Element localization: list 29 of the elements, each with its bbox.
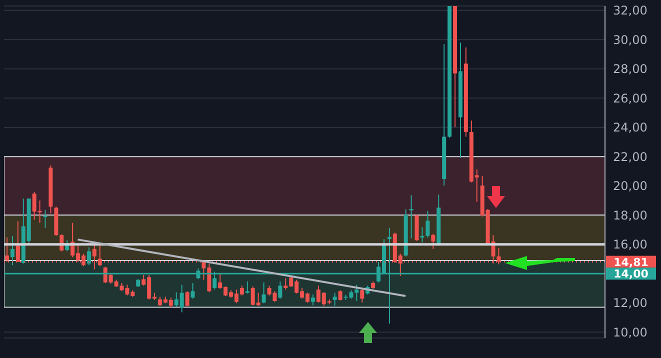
candlestick [332, 292, 337, 306]
candlestick [278, 280, 282, 300]
ref-line-label: 14,00 [614, 268, 649, 281]
candlestick [185, 290, 190, 307]
candlestick [426, 210, 430, 238]
y-tick-label: 26,00 [613, 91, 648, 106]
candlestick [245, 280, 250, 294]
y-tick-label: 10,00 [613, 325, 648, 340]
ref-line-label: 14,81 [614, 256, 648, 269]
y-tick-label: 24,00 [613, 120, 648, 135]
candlestick [360, 287, 364, 304]
candlestick [86, 246, 91, 266]
candlestick [338, 290, 342, 302]
y-tick-label: 32,00 [613, 4, 648, 18]
y-tick-label: 16,00 [613, 238, 648, 252]
y-tick-label: 12,00 [613, 296, 648, 310]
y-tick-label: 22,00 [613, 150, 648, 164]
y-tick-label: 30,00 [613, 32, 648, 47]
candlestick [431, 233, 436, 250]
candlestick [10, 235, 14, 266]
candlestick [190, 282, 195, 300]
candlestick [43, 209, 48, 228]
y-tick-label: 28,00 [613, 62, 648, 76]
candlestick [262, 282, 266, 304]
y-tick-label: 20,00 [613, 179, 648, 194]
y-tick-label: 18,00 [613, 208, 648, 222]
candlestick [409, 194, 414, 239]
candlestick [310, 294, 315, 306]
candlestick [420, 226, 424, 243]
